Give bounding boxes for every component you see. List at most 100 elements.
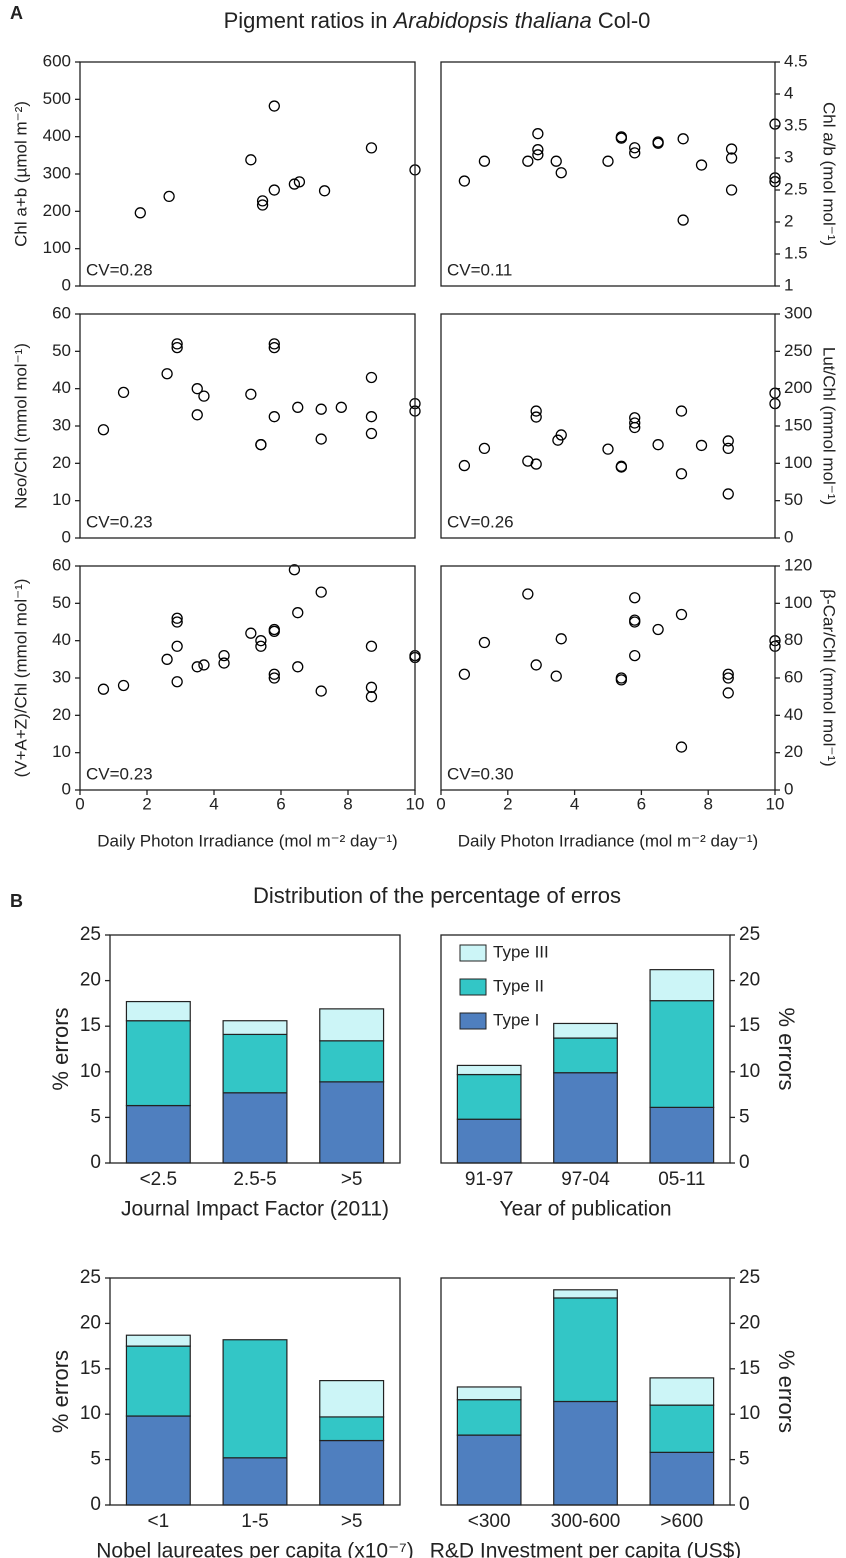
- x-tick-label: >5: [341, 1511, 363, 1532]
- point: [532, 128, 544, 140]
- y-tick-label: 3: [784, 147, 793, 166]
- point: [722, 488, 734, 500]
- y-tick-label: 20: [739, 1312, 760, 1333]
- point: [478, 636, 491, 649]
- x-tick-label: 4: [570, 794, 579, 813]
- point: [293, 176, 306, 188]
- point: [652, 623, 664, 636]
- bar-segment: [649, 1404, 715, 1453]
- point: [532, 144, 544, 156]
- y-tick-label: 120: [784, 555, 812, 574]
- title-part: Pigment ratios in: [224, 8, 394, 33]
- bar-segment: [125, 1345, 191, 1417]
- bar-segment: [319, 1416, 385, 1442]
- point: [652, 439, 664, 451]
- y-axis-label: Lut/Chl (mmol mol⁻¹): [820, 347, 839, 505]
- plot-frame: [440, 313, 776, 539]
- x-tick-label: <300: [468, 1511, 511, 1532]
- point: [629, 142, 641, 154]
- point: [335, 401, 347, 413]
- y-tick-label: 500: [43, 89, 71, 108]
- point: [695, 439, 708, 452]
- point: [615, 461, 628, 473]
- y-axis-label: (V+A+Z)/Chl (mmol mol⁻¹): [11, 579, 30, 778]
- x-tick-label: 8: [343, 794, 352, 813]
- point: [171, 612, 183, 624]
- point: [268, 341, 280, 354]
- x-tick-label: 300-600: [551, 1511, 621, 1532]
- point: [315, 685, 327, 697]
- x-tick-label: 4: [209, 794, 218, 813]
- point: [652, 137, 664, 149]
- point: [191, 383, 203, 395]
- point: [163, 190, 175, 203]
- point: [629, 421, 641, 434]
- x-tick-label: 1-5: [241, 1511, 268, 1532]
- y-tick-label: 25: [739, 924, 760, 945]
- bar-segment: [553, 1400, 618, 1506]
- point: [365, 691, 378, 703]
- x-tick-label: 2: [142, 794, 151, 813]
- x-axis-label: Daily Photon Irradiance (mol m⁻² day⁻¹): [458, 831, 758, 850]
- legend-label: Type III: [493, 942, 549, 961]
- point: [245, 627, 257, 639]
- y-axis-label: % errors: [48, 1007, 73, 1090]
- annotation: CV=0.23: [86, 512, 153, 531]
- point: [268, 672, 280, 684]
- bar-segment: [553, 1022, 618, 1039]
- x-axis-label: Year of publication: [499, 1198, 671, 1221]
- bar-segment: [456, 1073, 522, 1120]
- plot-frame: [440, 1277, 731, 1506]
- y-tick-label: 4: [784, 83, 793, 102]
- y-tick-label: 20: [739, 970, 760, 991]
- point: [161, 368, 173, 380]
- point: [292, 607, 304, 619]
- y-tick-label: 0: [784, 779, 793, 798]
- title-part: Arabidopsis thaliana: [392, 8, 592, 33]
- y-tick-label: 1: [784, 275, 793, 294]
- bar-segment: [456, 1399, 522, 1436]
- point: [675, 405, 688, 417]
- bar-segment: [222, 1339, 288, 1459]
- point: [458, 175, 471, 187]
- y-tick-label: 2: [784, 211, 793, 230]
- y-tick-label: 400: [43, 126, 71, 145]
- point: [268, 184, 280, 196]
- y-tick-label: 10: [739, 1061, 760, 1082]
- point: [522, 155, 534, 167]
- point: [725, 184, 738, 196]
- plot-frame: [109, 1277, 401, 1506]
- x-tick-label: 10: [406, 794, 425, 813]
- y-tick-label: 20: [52, 453, 71, 472]
- point: [677, 133, 689, 145]
- point: [268, 100, 280, 112]
- title-part: Col-0: [592, 8, 651, 33]
- plot-frame: [440, 934, 731, 1164]
- point: [318, 185, 331, 197]
- y-axis-label: Chl a+b (µmol m⁻²): [11, 101, 30, 247]
- y-tick-label: 40: [52, 378, 71, 397]
- bar-segment: [222, 1020, 288, 1036]
- y-tick-label: 15: [739, 1015, 760, 1036]
- y-tick-label: 60: [52, 555, 71, 574]
- bar-segment: [125, 1104, 191, 1164]
- point: [268, 668, 280, 680]
- y-tick-label: 10: [80, 1403, 101, 1424]
- point: [365, 142, 378, 154]
- point: [288, 564, 301, 576]
- point: [615, 674, 628, 686]
- y-tick-label: 200: [43, 201, 71, 220]
- point: [171, 640, 183, 652]
- point: [256, 195, 269, 207]
- y-axis-label: % errors: [48, 1350, 73, 1433]
- y-tick-label: 0: [90, 1152, 101, 1173]
- y-tick-label: 300: [784, 303, 812, 322]
- x-tick-label: >5: [341, 1169, 363, 1190]
- bar-segment: [553, 1289, 618, 1299]
- point: [255, 640, 267, 652]
- bar-segment: [319, 1439, 385, 1506]
- point: [171, 341, 183, 354]
- point: [365, 411, 378, 423]
